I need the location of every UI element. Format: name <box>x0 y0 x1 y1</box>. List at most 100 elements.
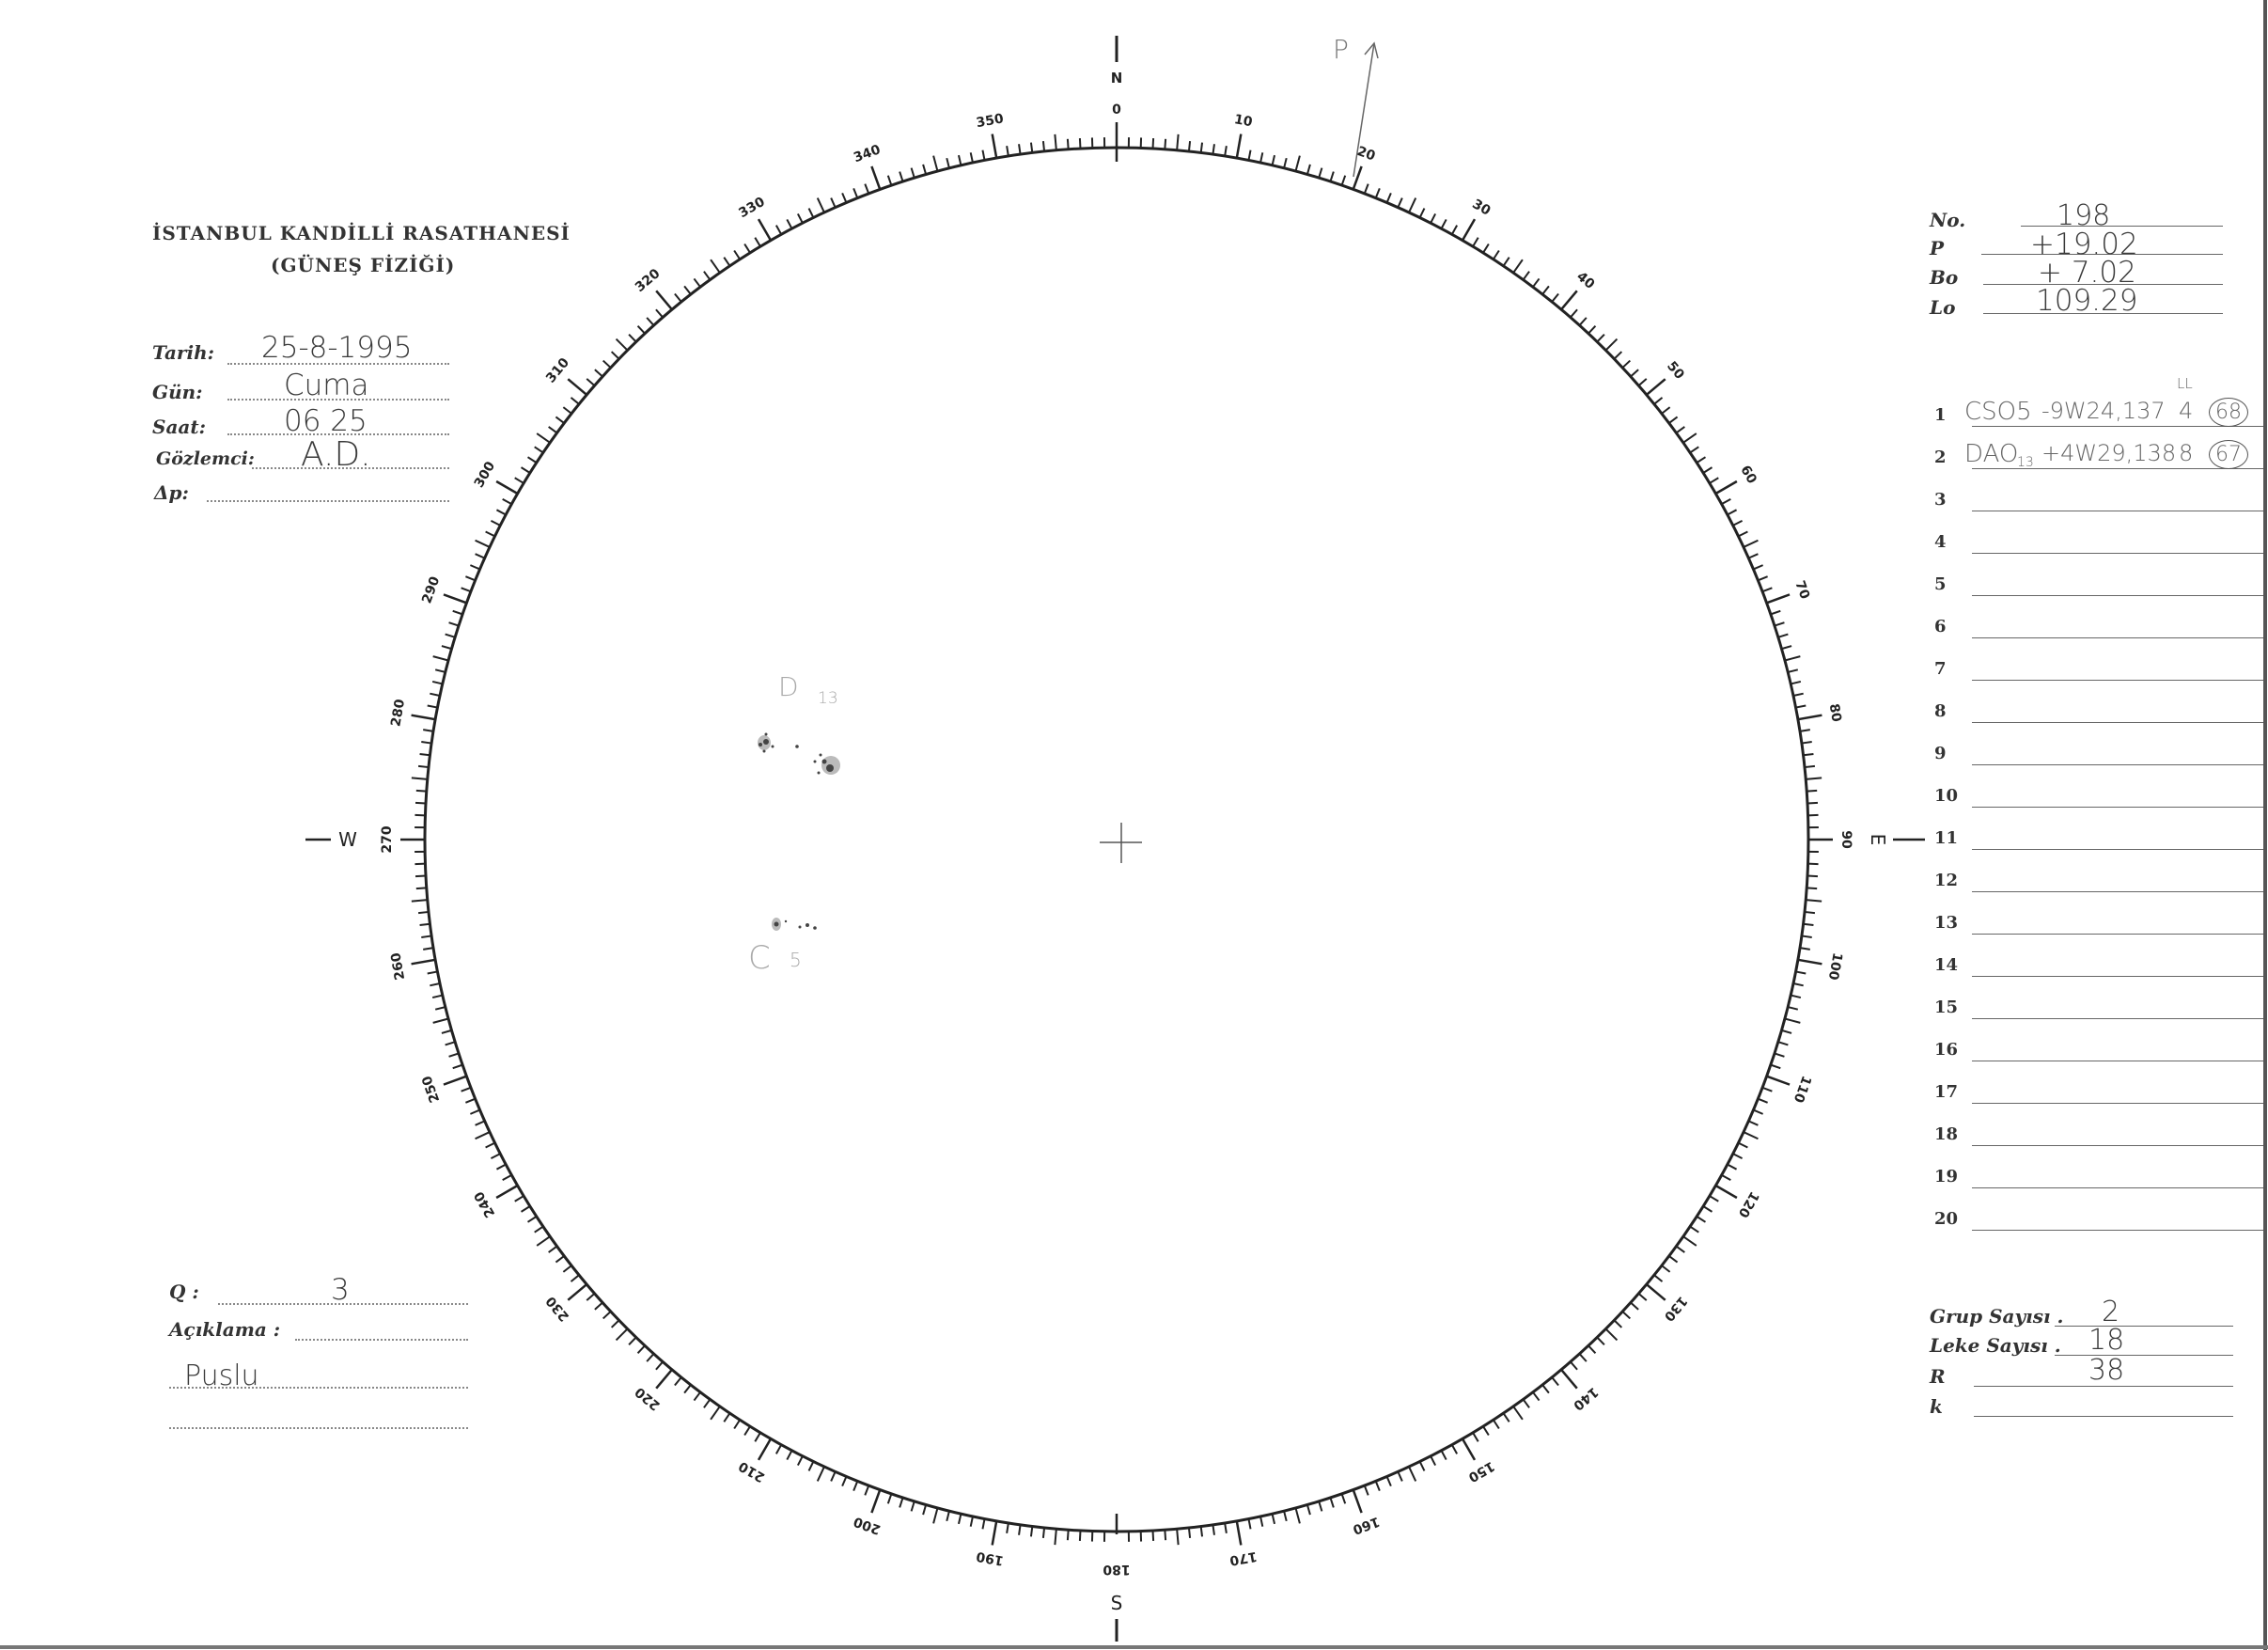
scale-tick <box>1803 922 1814 927</box>
scale-tick <box>1613 351 1623 360</box>
scale-label: 20 <box>1355 144 1378 165</box>
scale-tick <box>796 212 804 224</box>
group-row-line[interactable] <box>1972 468 2263 469</box>
scale-tick <box>1596 1336 1605 1346</box>
group-row-line[interactable] <box>1972 764 2263 765</box>
scale-tick <box>490 519 501 526</box>
group-row-line[interactable] <box>1972 553 2263 554</box>
leke-sayisi-value[interactable]: 18 <box>2088 1324 2125 1357</box>
group-d-count: 13 <box>818 689 838 708</box>
scale-tick <box>1807 801 1819 805</box>
scale-label: 10 <box>1233 112 1254 130</box>
scale-label: 310 <box>543 355 572 386</box>
scale-tick <box>1790 994 1802 999</box>
tarih-value[interactable]: 25-8-1995 <box>261 331 413 365</box>
group-row-line[interactable] <box>1972 637 2263 638</box>
sunspot <box>784 919 788 923</box>
scale-tick <box>816 1466 825 1482</box>
grup-sayisi-value[interactable]: 2 <box>2102 1296 2120 1328</box>
group-row-line[interactable] <box>1972 1018 2263 1019</box>
group-row-line[interactable] <box>1972 680 2263 681</box>
scale-tick <box>1374 1481 1381 1491</box>
scale-tick <box>461 587 472 593</box>
q-value[interactable]: 3 <box>331 1273 350 1307</box>
sunspot-group-c[interactable]: C 5 <box>748 918 817 977</box>
gun-value[interactable]: Cuma <box>284 369 369 402</box>
scale-tick <box>562 406 572 415</box>
lo-label: Lo <box>1930 296 1956 319</box>
group-row-line[interactable] <box>1972 1230 2263 1231</box>
saat-value[interactable]: 06 25 <box>284 404 368 438</box>
scale-tick <box>991 1520 998 1546</box>
scale-tick <box>1329 171 1335 182</box>
scale-tick <box>1799 947 1810 951</box>
scale-tick <box>1176 1529 1180 1546</box>
institution-title: İSTANBUL KANDİLLİ RASATHANESİ <box>152 222 571 244</box>
r-value[interactable]: 38 <box>2088 1354 2125 1387</box>
gun-label: Gün: <box>152 381 203 403</box>
scale-label: 150 <box>1465 1458 1497 1485</box>
scale-tick <box>1271 154 1276 166</box>
scale-tick <box>441 1029 452 1034</box>
group-row-line[interactable] <box>1972 1103 2263 1104</box>
scale-tick <box>1795 970 1807 975</box>
group-row-line[interactable] <box>1972 1145 2263 1146</box>
scale-tick <box>1259 1516 1264 1527</box>
scale-tick <box>615 1328 629 1342</box>
page-border-right <box>2263 0 2267 1650</box>
group-row-line[interactable] <box>1972 807 2263 808</box>
scale-tick <box>774 225 783 235</box>
group-row-number: 6 <box>1934 617 1947 636</box>
scale-tick <box>1630 369 1639 378</box>
scale-tick <box>1054 134 1057 150</box>
scale-tick <box>922 1504 928 1516</box>
scale-tick <box>431 680 444 685</box>
group-position: +4W29,138 <box>2041 440 2177 466</box>
bo-value[interactable]: + 7.02 <box>2038 256 2136 290</box>
scale-tick <box>610 1319 620 1328</box>
group-row-line[interactable] <box>1972 1187 2263 1188</box>
scale-tick <box>526 456 538 464</box>
lo-value[interactable]: 109.29 <box>2036 284 2138 318</box>
p-value[interactable]: +19.02 <box>2030 228 2138 261</box>
scale-label: 260 <box>388 951 408 982</box>
scale-label: 50 <box>1664 359 1687 383</box>
group-row-line[interactable] <box>1972 976 2263 977</box>
scale-tick <box>427 970 438 975</box>
scale-tick <box>693 277 701 288</box>
group-row-line[interactable] <box>1972 595 2263 596</box>
scale-tick <box>495 1184 519 1200</box>
no-value[interactable]: 198 <box>2057 199 2111 232</box>
scale-tick <box>1784 655 1801 662</box>
scale-tick <box>555 1255 565 1264</box>
scale-tick <box>1661 1265 1671 1273</box>
scale-tick <box>864 1485 870 1496</box>
group-class-subscript: 13 <box>2017 455 2034 470</box>
scale-tick <box>1532 277 1541 288</box>
sunspot-group-d[interactable]: D 13 <box>758 671 840 775</box>
group-row-line[interactable] <box>1972 722 2263 723</box>
scale-label: 200 <box>852 1514 883 1537</box>
scale-tick <box>1743 539 1759 548</box>
scale-tick <box>1777 1041 1789 1046</box>
scale-tick <box>1777 633 1789 638</box>
scale-tick <box>1151 1530 1155 1542</box>
gozlemci-value[interactable]: A.D. <box>301 435 371 474</box>
scale-tick <box>414 801 427 805</box>
scale-tick <box>1807 789 1818 793</box>
group-row-line[interactable] <box>1972 426 2263 427</box>
group-row-line[interactable] <box>1972 891 2263 892</box>
scale-tick <box>1588 1344 1597 1355</box>
scale-tick <box>1397 1470 1403 1482</box>
scale-tick <box>495 509 507 516</box>
scale-label: 100 <box>1825 951 1845 982</box>
scale-tick <box>710 259 721 274</box>
scale-tick <box>1790 680 1802 685</box>
scale-tick <box>1440 218 1447 229</box>
scale-tick <box>1029 142 1034 153</box>
leke-sayisi-label: Leke Sayısı . <box>1930 1334 2061 1357</box>
group-row-line[interactable] <box>1972 849 2263 850</box>
scale-tick <box>1461 218 1477 242</box>
group-row-line[interactable] <box>1972 934 2263 935</box>
scale-tick <box>1551 292 1559 303</box>
